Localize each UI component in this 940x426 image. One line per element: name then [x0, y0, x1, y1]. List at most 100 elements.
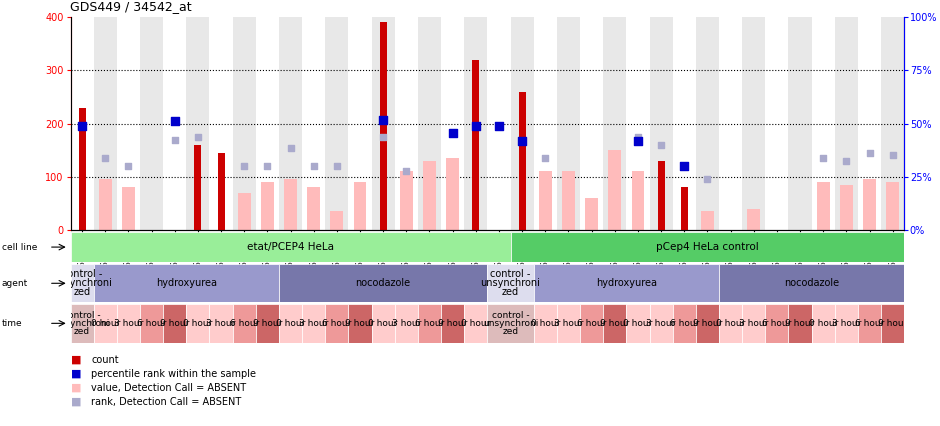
- Text: 0 hour: 0 hour: [275, 319, 306, 328]
- Bar: [210, 304, 232, 343]
- Bar: [232, 17, 256, 230]
- Bar: [765, 304, 789, 343]
- Bar: [539, 172, 552, 230]
- Point: [74, 123, 89, 130]
- Bar: [835, 304, 858, 343]
- Bar: [279, 304, 302, 343]
- Text: control -
unsynchroni
zed: control - unsynchroni zed: [480, 270, 540, 297]
- Point: [885, 152, 901, 159]
- Bar: [789, 304, 811, 343]
- Bar: [70, 232, 510, 262]
- Bar: [881, 304, 904, 343]
- Text: ■: ■: [70, 354, 81, 365]
- Text: count: count: [91, 354, 118, 365]
- Text: etat/PCEP4 HeLa: etat/PCEP4 HeLa: [247, 242, 334, 252]
- Bar: [70, 17, 94, 230]
- Point: [167, 136, 182, 143]
- Bar: [858, 304, 881, 343]
- Text: 6 hour: 6 hour: [762, 319, 791, 328]
- Text: 0 hour: 0 hour: [90, 319, 120, 328]
- Bar: [99, 179, 112, 230]
- Bar: [122, 187, 134, 230]
- Bar: [70, 264, 94, 302]
- Point: [468, 122, 483, 129]
- Text: ■: ■: [70, 397, 81, 407]
- Bar: [510, 17, 534, 230]
- Text: 9 hour: 9 hour: [878, 319, 907, 328]
- Bar: [472, 60, 479, 230]
- Text: 6 hour: 6 hour: [229, 319, 258, 328]
- Text: nocodazole: nocodazole: [355, 278, 411, 288]
- Bar: [534, 17, 556, 230]
- Point: [329, 163, 344, 170]
- Bar: [395, 17, 418, 230]
- Bar: [371, 304, 395, 343]
- Bar: [747, 209, 760, 230]
- Text: 9 hour: 9 hour: [253, 319, 282, 328]
- Text: 9 hour: 9 hour: [345, 319, 375, 328]
- Text: 3 hour: 3 hour: [392, 319, 421, 328]
- Bar: [117, 304, 140, 343]
- Point: [98, 155, 113, 161]
- Text: pCep4 HeLa control: pCep4 HeLa control: [656, 242, 759, 252]
- Text: 6 hour: 6 hour: [669, 319, 699, 328]
- Bar: [256, 17, 279, 230]
- Bar: [418, 17, 441, 230]
- Text: 0 hour: 0 hour: [462, 319, 491, 328]
- Bar: [94, 304, 117, 343]
- Bar: [886, 182, 899, 230]
- Bar: [423, 161, 436, 230]
- Text: 3 hour: 3 hour: [299, 319, 328, 328]
- Bar: [232, 304, 256, 343]
- Bar: [719, 17, 743, 230]
- Point: [306, 163, 321, 170]
- Text: control -
unsynchroni
zed: control - unsynchroni zed: [52, 270, 112, 297]
- Point: [399, 168, 414, 175]
- Text: time: time: [2, 319, 23, 328]
- Bar: [840, 185, 853, 230]
- Bar: [217, 153, 225, 230]
- Bar: [195, 145, 201, 230]
- Bar: [719, 304, 743, 343]
- Text: 9 hour: 9 hour: [438, 319, 467, 328]
- Bar: [441, 304, 464, 343]
- Bar: [626, 17, 650, 230]
- Text: 0 hour: 0 hour: [183, 319, 212, 328]
- Bar: [534, 264, 719, 302]
- Bar: [673, 17, 696, 230]
- Bar: [586, 198, 598, 230]
- Bar: [94, 264, 279, 302]
- Bar: [140, 17, 164, 230]
- Text: 6 hour: 6 hour: [322, 319, 352, 328]
- Bar: [608, 150, 621, 230]
- Bar: [811, 17, 835, 230]
- Bar: [186, 304, 210, 343]
- Bar: [94, 17, 117, 230]
- Bar: [464, 17, 487, 230]
- Bar: [881, 17, 904, 230]
- Bar: [349, 17, 371, 230]
- Bar: [580, 304, 603, 343]
- Text: 0 hour: 0 hour: [716, 319, 745, 328]
- Bar: [534, 304, 556, 343]
- Point: [283, 144, 298, 151]
- Bar: [556, 17, 580, 230]
- Text: rank, Detection Call = ABSENT: rank, Detection Call = ABSENT: [91, 397, 242, 407]
- Text: 0 hour: 0 hour: [368, 319, 398, 328]
- Text: control -
unsynchroni
zed: control - unsynchroni zed: [483, 311, 539, 336]
- Bar: [395, 304, 418, 343]
- Bar: [418, 304, 441, 343]
- Bar: [284, 179, 297, 230]
- Text: 0 hour: 0 hour: [530, 319, 560, 328]
- Bar: [380, 22, 386, 230]
- Text: 9 hour: 9 hour: [786, 319, 815, 328]
- Bar: [743, 304, 765, 343]
- Text: 9 hour: 9 hour: [600, 319, 630, 328]
- Text: ■: ■: [70, 383, 81, 393]
- Bar: [164, 304, 186, 343]
- Point: [167, 118, 182, 124]
- Point: [446, 130, 461, 136]
- Bar: [487, 17, 510, 230]
- Text: hydroxyurea: hydroxyurea: [156, 278, 217, 288]
- Point: [492, 122, 507, 129]
